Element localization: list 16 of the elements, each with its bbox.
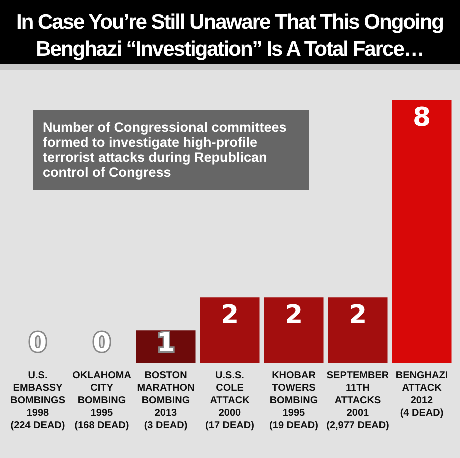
x-tick-label: BOSTON MARATHON BOMBING 2013 (3 DEAD)	[137, 370, 195, 432]
data-label: 0	[28, 328, 48, 358]
data-label: 0	[92, 328, 112, 358]
data-label: 1	[156, 328, 176, 358]
x-tick-label: KHOBAR TOWERS BOMBING 1995 (19 DEAD)	[270, 370, 318, 432]
annotation: Number of Congressional committees formed to investigate high-profile terrorist attacks during Republican control of Congress	[33, 110, 309, 190]
x-tick-label: SEPTEMBER 11TH ATTACKS 2001 (2,977 DEAD)	[326, 370, 390, 432]
data-label: 8	[412, 102, 432, 133]
data-label: 2	[220, 300, 240, 330]
x-tick-label: U.S. EMBASSY BOMBINGS 1998 (224 DEAD)	[10, 370, 66, 432]
x-tick-label: U.S.S. COLE ATTACK 2000 (17 DEAD)	[206, 370, 254, 432]
data-label: 2	[348, 300, 368, 330]
x-tick-label: BENGHAZI ATTACK 2012 (4 DEAD)	[396, 370, 448, 419]
x-tick-label: OKLAHOMA CITY BOMBING 1995 (168 DEAD)	[72, 370, 132, 432]
data-label: 2	[284, 300, 304, 330]
chart-title: In Case You’re Still Unaware That This Ongoing Benghazi “Investigation” Is A Total Farce…	[0, 0, 460, 70]
